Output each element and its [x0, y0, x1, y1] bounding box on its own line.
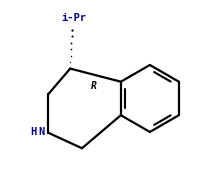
- Text: N: N: [39, 127, 45, 137]
- Text: H: H: [30, 127, 37, 137]
- Text: R: R: [91, 81, 97, 91]
- Text: i-Pr: i-Pr: [61, 13, 86, 23]
